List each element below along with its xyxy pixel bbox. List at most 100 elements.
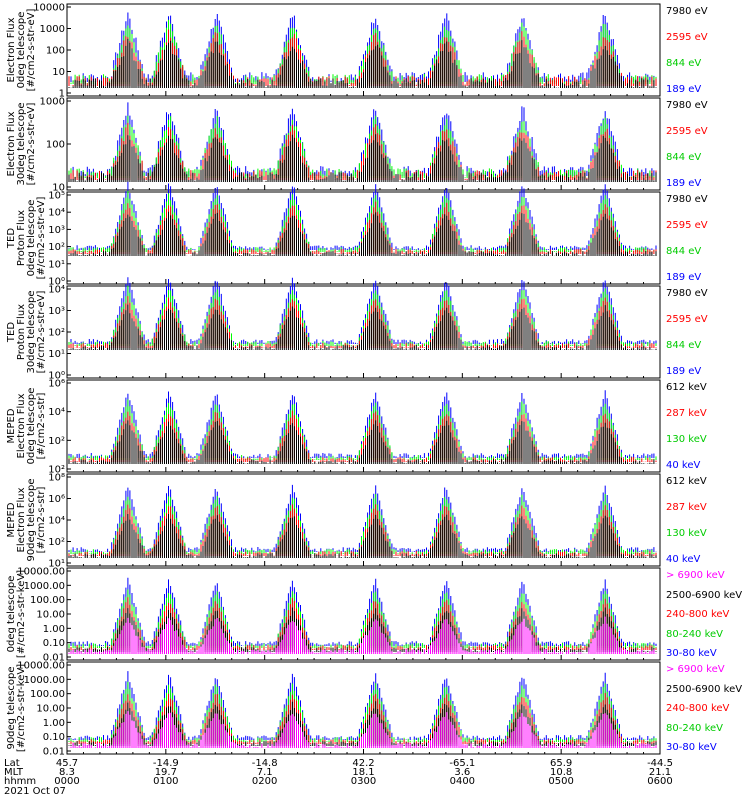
series-trace (68, 494, 657, 554)
series-trace (68, 115, 657, 178)
y-axis-label: [#/cm2-s-str] (36, 486, 47, 553)
y-tick-label: 1000 (40, 97, 65, 108)
y-axis-label: TED (6, 228, 17, 249)
y-tick-label: 100 (46, 46, 65, 57)
panel-2: 1000 100 10 Electron Flux 30deg telescope [#/… (6, 97, 661, 194)
x-tick-label-lat: -14.9 (152, 758, 179, 769)
date-label: 2021 Oct 07 (4, 786, 66, 797)
legend-entry: 7980 eV (666, 288, 708, 299)
y-tick-label: 10.00 (36, 610, 65, 621)
x-tick-label-lat: -44.5 (647, 758, 673, 769)
series-trace (68, 577, 657, 646)
series-trace (68, 19, 657, 84)
x-tick-label-hhmm: 0100 (153, 776, 179, 787)
x-tick-label-mlt: 3.6 (454, 767, 471, 778)
y-axis-label: Proton Flux (16, 210, 27, 266)
legend-entry: 2595 eV (666, 314, 708, 325)
y-tick-label: 0.10 (43, 638, 65, 649)
series-trace (68, 190, 657, 252)
x-tick-label-lat: 45.7 (55, 758, 79, 769)
series-trace (68, 701, 657, 746)
y-axis-label: [#/cm2-s-str-eV] (26, 9, 37, 92)
y-axis-label: 30deg telescope (16, 102, 27, 185)
x-tick-label-mlt: 18.1 (352, 767, 375, 778)
y-tick-label: 10⁴ (48, 407, 65, 418)
y-tick-label: 10⁴ (48, 285, 65, 296)
y-tick-label: 1.00 (43, 624, 65, 635)
y-axis-label: [#/cm2-s-str-eV] (26, 103, 37, 186)
legend-entry: 287 keV (666, 502, 707, 513)
legend-entry: 189 eV (666, 272, 702, 283)
series-trace (68, 390, 657, 458)
legend-entry: 130 keV (666, 434, 707, 445)
y-axis-label: Electron Flux (16, 487, 27, 552)
panel-4: 10⁴ 10³ 10² 10¹ 10⁰ TED Proton Flux 30deg teles… (6, 277, 661, 382)
y-tick-label: 10³ (48, 225, 65, 236)
y-tick-label: 10² (48, 436, 65, 447)
legend-entry: 40 keV (666, 460, 701, 471)
y-tick-label: 10⁴ (48, 208, 65, 219)
legend-entry: 612 keV (666, 382, 707, 393)
legend-entry: 7980 eV (666, 100, 708, 111)
y-tick-label: 1.00 (43, 718, 65, 729)
y-tick-label: 1 (59, 89, 65, 100)
series-trace (68, 122, 657, 180)
series-trace (68, 681, 657, 742)
y-tick-label: 10³ (48, 306, 65, 317)
series-trace (68, 38, 657, 88)
y-tick-label: 0.01 (43, 653, 65, 664)
x-tick-label-lat: -14.8 (251, 758, 278, 769)
series-trace (68, 589, 657, 648)
series-trace (68, 484, 657, 552)
y-axis-label: 0deg telescope (26, 200, 37, 277)
series-trace (68, 671, 657, 740)
series-trace (68, 693, 657, 744)
y-tick-label: 10000.00 (17, 567, 65, 578)
y-tick-label: 10² (48, 328, 65, 339)
legend-entry: 2595 eV (666, 32, 708, 43)
y-axis-label: 0deg telescope (6, 576, 17, 653)
x-tick-label-lat: -65.1 (449, 758, 476, 769)
panel-7: 10000.00 1000.00 100.00 10.00 1.00 0.10 0.01 0d… (6, 567, 661, 664)
y-axis-label: Electron Flux (6, 111, 17, 176)
series-trace (68, 504, 657, 556)
legend-entry: 844 eV (666, 340, 702, 351)
y-tick-label: 10² (48, 465, 65, 476)
y-axis-label: 0deg telescope (26, 388, 37, 465)
x-tick-label-mlt: 7.1 (256, 767, 273, 778)
legend-entry: 80-240 keV (666, 628, 724, 640)
legend-entry: 30-80 keV (666, 742, 717, 753)
y-axis-label: [#/cm2-s-str-keV] (16, 570, 27, 658)
legend-entry: 189 eV (666, 366, 702, 377)
series-trace (68, 102, 657, 176)
legend-entry: 612 keV (666, 476, 707, 487)
legend-entry: 130 keV (666, 528, 707, 539)
legend-entry: > 6900 keV (666, 664, 725, 675)
series-trace (68, 616, 657, 654)
y-axis-label: Electron Flux (6, 17, 17, 82)
series-trace (68, 296, 657, 348)
y-axis-label: [#/cm2-s-str-keV] (16, 664, 27, 752)
legend-entry: 2595 eV (666, 220, 708, 231)
legend-entry: 2500-6900 keV (666, 683, 743, 695)
x-row-label: MLT (4, 767, 23, 778)
y-axis-label: [#/cm2-s-str-eV] (36, 291, 47, 374)
y-tick-label: 10 (52, 67, 65, 78)
y-tick-label: 10⁴ (48, 516, 65, 527)
legend-entry: 844 eV (666, 246, 702, 257)
series-trace (68, 277, 657, 344)
y-tick-label: 10⁰ (48, 371, 65, 382)
series-trace (68, 134, 657, 182)
series-trace (68, 201, 657, 254)
y-axis-label: MEPED (6, 408, 17, 443)
x-tick-label-mlt: 19.7 (154, 767, 177, 778)
legend-entry: 2595 eV (666, 126, 708, 137)
series-trace (68, 211, 657, 256)
y-tick-label: 10⁵ (48, 191, 65, 202)
x-tick-label-mlt: 10.8 (550, 767, 573, 778)
y-tick-label: 0.01 (43, 747, 65, 758)
y-axis-label: [#/cm2-s-str-eV] (36, 197, 47, 280)
panel-3: 10⁵ 10⁴ 10³ 10² 10¹ 10⁰ TED Proton Flux 0deg tel… (6, 181, 661, 288)
series-trace (68, 410, 657, 462)
series-trace (68, 597, 657, 650)
